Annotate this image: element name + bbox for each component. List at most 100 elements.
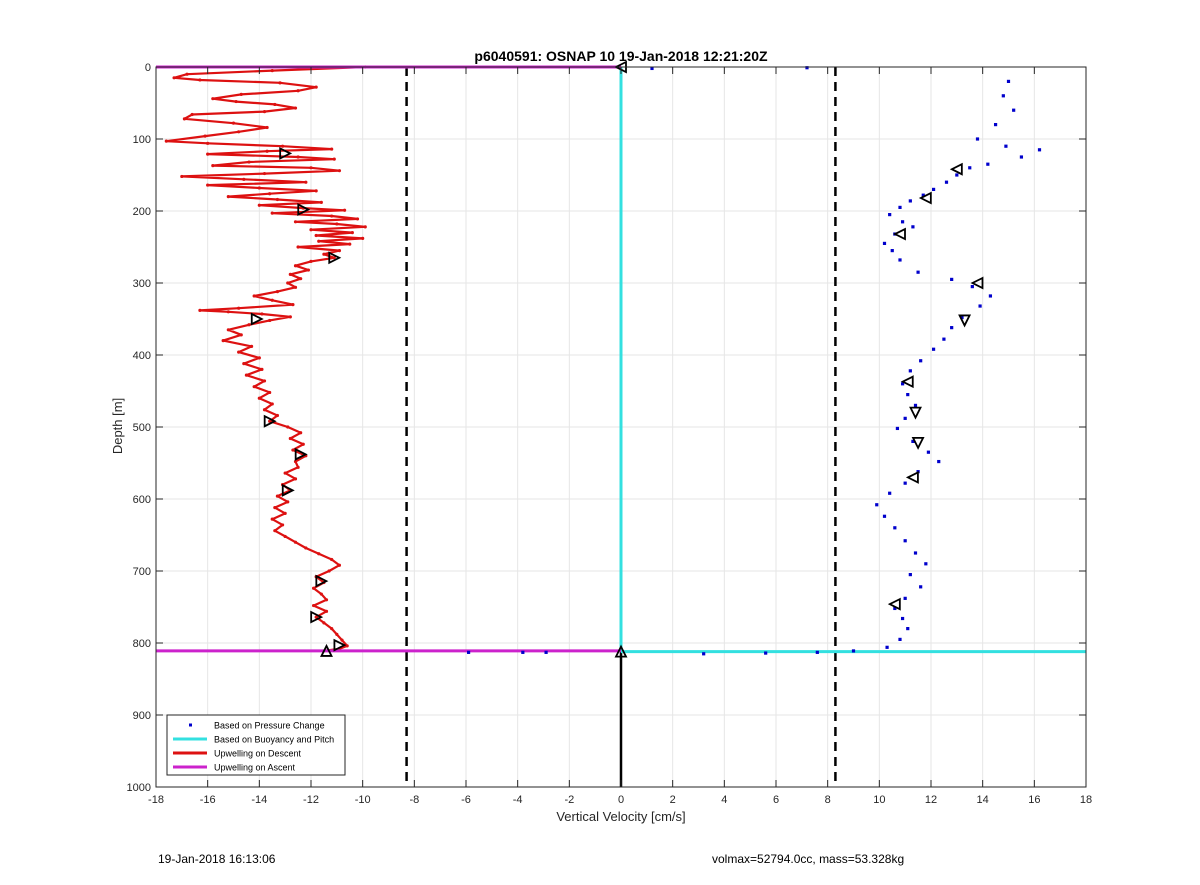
pressure-change-point: [1006, 79, 1011, 83]
x-tick-label: -2: [564, 794, 574, 806]
triangle-marker: [333, 638, 347, 652]
upwelling-descent-point: [257, 203, 261, 207]
triangle-marker: [263, 414, 277, 428]
upwelling-descent-point: [288, 272, 292, 276]
upwelling-descent-point: [286, 281, 290, 285]
upwelling-descent-point: [190, 112, 194, 117]
upwelling-descent-point: [270, 69, 274, 73]
pressure-change-point: [906, 627, 910, 631]
triangle-marker: [279, 146, 293, 160]
pressure-change-point: [893, 526, 897, 530]
x-tick-label: -4: [513, 794, 523, 806]
upwelling-descent-point: [309, 166, 313, 170]
pressure-change-point: [931, 347, 936, 351]
pressure-change-point: [944, 180, 949, 184]
triangle-marker: [970, 276, 984, 290]
footer-volmax-mass: volmax=52794.0cc, mass=53.328kg: [712, 852, 905, 866]
pressure-change-point: [986, 162, 990, 166]
triangle-marker: [320, 643, 333, 657]
upwelling-descent-point: [265, 125, 269, 130]
pressure-change-point: [521, 650, 525, 654]
upwelling-descent-point: [340, 638, 344, 642]
pressure-change-point: [1037, 148, 1042, 152]
y-axis-label: Depth [m]: [110, 398, 125, 454]
pressure-change-point: [906, 393, 910, 397]
upwelling-descent-point: [304, 180, 308, 184]
triangle-marker: [328, 251, 342, 265]
upwelling-descent-point: [268, 390, 272, 395]
pressure-change-point: [921, 193, 925, 197]
pressure-change-point: [875, 503, 879, 507]
y-tick-label: 900: [133, 710, 151, 722]
upwelling-descent-point: [348, 242, 352, 246]
y-tick-label: 1000: [127, 782, 151, 794]
pressure-change-point: [916, 270, 920, 274]
upwelling-descent-point: [180, 174, 184, 179]
upwelling-descent-point: [280, 144, 285, 148]
triangle-marker: [614, 644, 628, 658]
upwelling-descent-point: [247, 323, 251, 327]
upwelling-descent-point: [242, 362, 246, 366]
upwelling-descent-point: [278, 81, 282, 85]
pressure-change-point: [970, 285, 974, 289]
pressure-change-point: [466, 650, 471, 654]
upwelling-descent-point: [265, 149, 269, 153]
x-tick-label: 6: [773, 794, 779, 806]
upwelling-descent-point: [314, 233, 318, 238]
upwelling-descent-point: [237, 306, 241, 310]
pressure-change-point: [913, 551, 918, 555]
upwelling-descent-point: [293, 264, 298, 268]
pressure-change-point: [898, 637, 902, 641]
upwelling-descent-point: [335, 222, 339, 226]
upwelling-descent-point: [211, 164, 215, 168]
y-tick-label: 100: [133, 134, 151, 146]
x-tick-label: -14: [251, 794, 267, 806]
upwelling-descent-point: [262, 110, 267, 114]
pressure-change-point: [900, 220, 905, 224]
upwelling-descent-point: [345, 644, 349, 648]
upwelling-descent-point: [239, 333, 243, 337]
pressure-change-point: [993, 123, 998, 127]
upwelling-descent-point: [257, 396, 261, 400]
upwelling-descent-point: [337, 169, 342, 173]
pressure-change-point: [898, 205, 902, 209]
pressure-change-point: [805, 66, 809, 70]
pressure-change-point: [885, 645, 889, 649]
upwelling-descent-point: [275, 494, 280, 498]
upwelling-descent-point: [226, 328, 230, 332]
triangle-marker: [297, 203, 311, 217]
x-tick-label: 12: [925, 794, 937, 806]
upwelling-descent-point: [309, 259, 313, 263]
upwelling-descent-point: [283, 471, 287, 475]
triangle-marker: [887, 597, 901, 611]
pressure-change-point: [988, 294, 993, 298]
upwelling-descent-point: [164, 139, 168, 143]
triangle-marker: [315, 574, 329, 588]
upwelling-descent-point: [342, 208, 347, 212]
pressure-change-point: [937, 459, 941, 464]
upwelling-descent-point: [198, 78, 202, 82]
upwelling-descent-point: [252, 385, 256, 389]
upwelling-descent-point: [330, 147, 334, 151]
legend-box: [166, 714, 346, 776]
upwelling-descent-point: [234, 99, 238, 104]
upwelling-descent-point: [270, 211, 274, 215]
pressure-change-point: [931, 187, 936, 191]
pressure-change-point: [955, 173, 959, 177]
upwelling-descent-point: [327, 569, 331, 573]
pressure-change-point: [919, 585, 923, 589]
upwelling-descent-point: [322, 252, 326, 256]
triangle-marker: [294, 447, 308, 461]
x-tick-label: -10: [355, 794, 371, 806]
pressure-change-point: [544, 650, 548, 654]
pressure-change-point: [1001, 94, 1005, 98]
pressure-change-point: [851, 649, 856, 653]
upwelling-descent-point: [293, 106, 298, 110]
pressure-change-point: [950, 326, 954, 330]
upwelling-descent-point: [211, 97, 215, 101]
upwelling-descent-point: [262, 171, 267, 176]
triangle-marker: [281, 483, 295, 497]
upwelling-descent-point: [237, 350, 241, 354]
upwelling-descent-point: [257, 356, 261, 360]
triangle-marker: [250, 312, 264, 326]
